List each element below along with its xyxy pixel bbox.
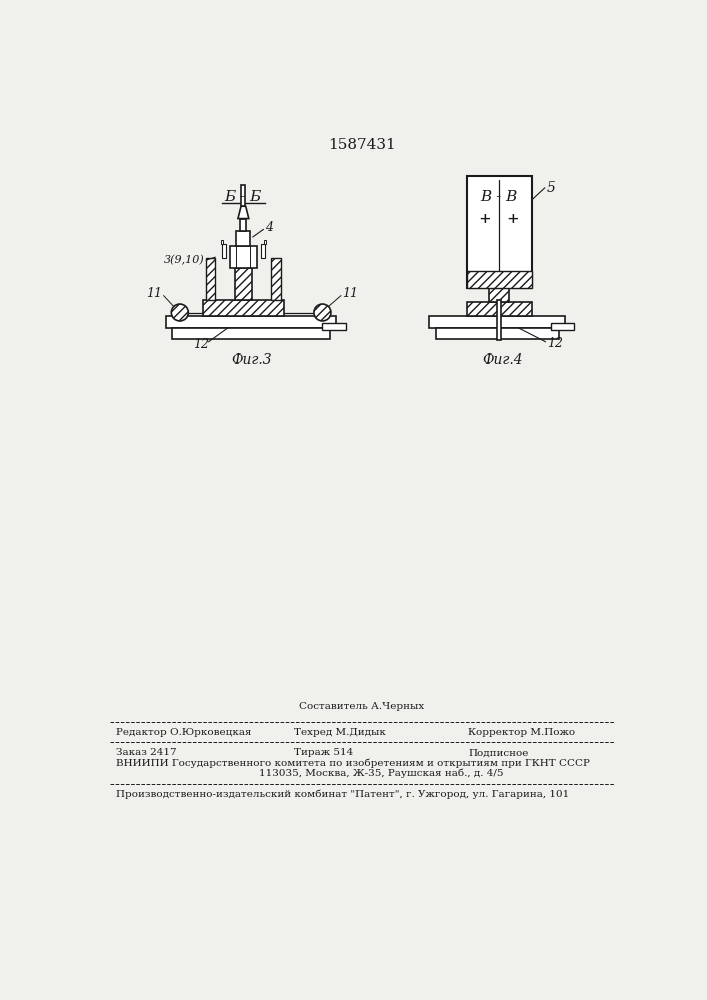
Bar [221,240,223,244]
Text: В - В: В - В [481,190,518,204]
Text: 12: 12 [193,338,209,351]
Text: +: + [508,210,518,228]
Bar [551,323,574,330]
Text: Б - Б: Б - Б [225,190,262,204]
Text: Редактор О.Юрковецкая: Редактор О.Юрковецкая [115,728,251,737]
Bar [166,316,337,328]
Bar [261,244,265,258]
Text: 1587431: 1587431 [328,138,396,152]
Text: 113035, Москва, Ж-35, Раушская наб., д. 4/5: 113035, Москва, Ж-35, Раушская наб., д. … [259,769,503,778]
Bar [467,302,532,316]
Text: 11: 11 [343,287,358,300]
Bar [489,288,509,302]
Text: 4: 4 [265,221,273,234]
Bar [264,240,266,244]
Text: Производственно-издательский комбинат "Патент", г. Ужгород, ул. Гагарина, 101: Производственно-издательский комбинат "П… [115,790,568,799]
Text: 5: 5 [547,181,555,195]
Bar [203,300,284,316]
Polygon shape [238,206,249,219]
Text: 11: 11 [146,287,162,300]
Bar [230,246,257,268]
Text: Составитель А.Черных: Составитель А.Черных [299,702,425,711]
Ellipse shape [314,304,331,321]
Text: Подписное: Подписное [468,748,529,757]
Bar [206,258,216,300]
Bar [467,271,532,288]
Text: 12: 12 [547,337,563,350]
Bar [172,328,330,339]
Text: ВНИИПИ Государственного комитета по изобретениям и открытиям при ГКНТ СССР: ВНИИПИ Государственного комитета по изоб… [115,759,590,768]
Bar [241,185,245,206]
Bar [271,258,281,300]
Text: Заказ 2417: Заказ 2417 [115,748,176,757]
Text: Тираж 514: Тираж 514 [293,748,353,757]
Bar [240,219,247,231]
Bar [467,176,532,288]
Text: Фиг.4: Фиг.4 [483,353,523,367]
Text: 3(9,10): 3(9,10) [164,255,204,265]
Bar [429,316,565,328]
Bar [322,323,346,330]
Text: Фиг.3: Фиг.3 [230,353,271,367]
Bar [497,300,501,340]
Ellipse shape [171,304,188,321]
Bar [436,328,559,339]
Bar [222,244,226,258]
Bar [236,231,250,246]
Text: Корректор М.Пожо: Корректор М.Пожо [468,728,575,737]
Text: +: + [480,210,491,228]
Bar [235,268,252,300]
Text: Техред М.Дидык: Техред М.Дидык [293,728,385,737]
